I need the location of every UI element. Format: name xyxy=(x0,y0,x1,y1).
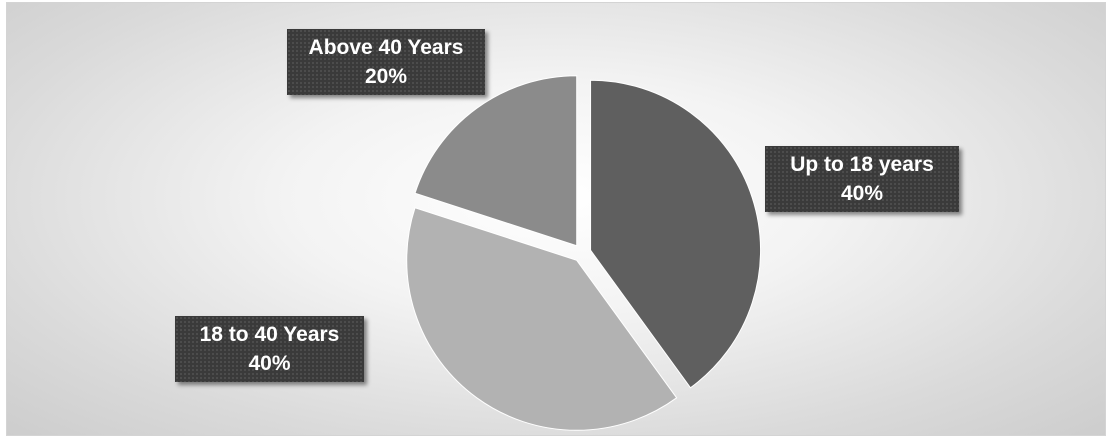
chart-area: Above 40 Years 20% Up to 18 years 40% 18… xyxy=(6,2,1106,436)
pie-slice-up-to-18-years xyxy=(590,79,762,389)
data-label-value: 20% xyxy=(364,65,408,88)
data-label-category: 18 to 40 Years xyxy=(199,323,340,346)
pie-slice-above-40-years xyxy=(414,75,578,247)
data-label-18-to-40-years: 18 to 40 Years 40% xyxy=(175,316,364,382)
pie-chart xyxy=(406,75,762,431)
data-label-up-to-18-years: Up to 18 years 40% xyxy=(765,146,959,212)
data-label-above-40-years: Above 40 Years 20% xyxy=(287,29,485,95)
data-label-value: 40% xyxy=(840,182,884,205)
data-label-category: Above 40 Years xyxy=(308,36,464,59)
data-label-category: Up to 18 years xyxy=(790,153,934,176)
data-label-value: 40% xyxy=(248,352,291,375)
pie-slice-18-to-40-years xyxy=(406,207,678,431)
